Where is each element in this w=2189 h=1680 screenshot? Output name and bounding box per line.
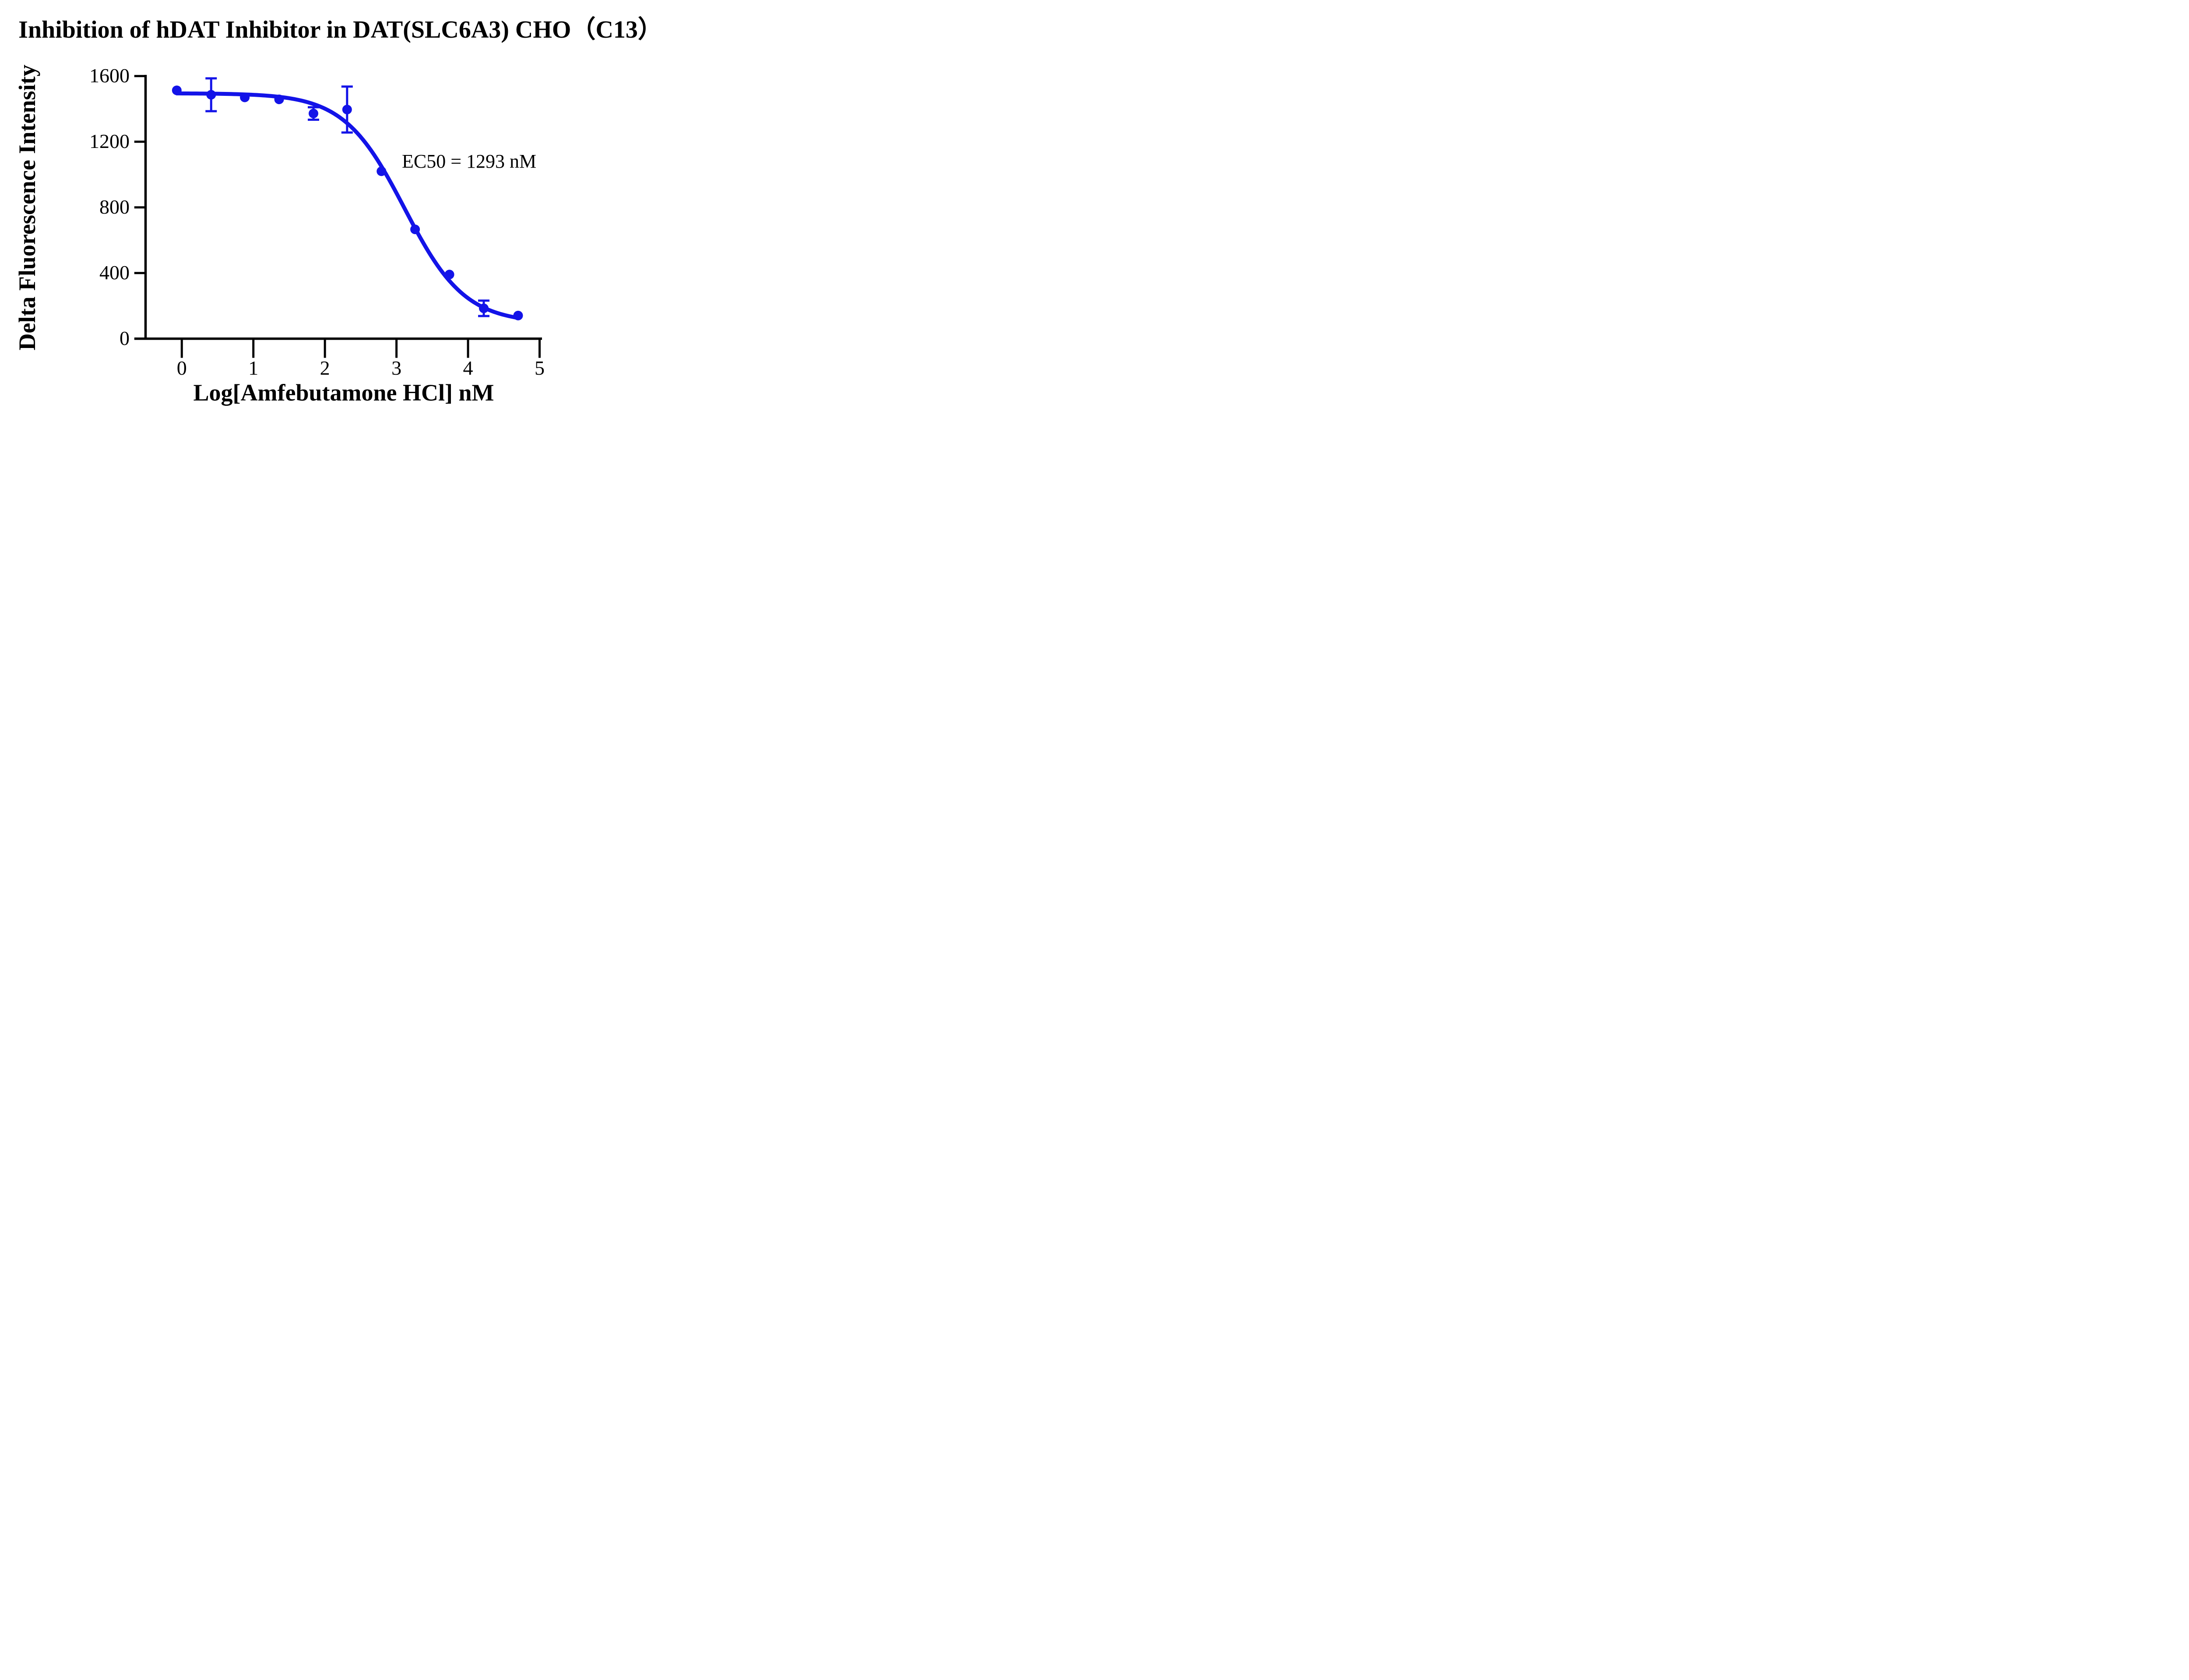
dose-response-chart: Inhibition of hDAT Inhibitor in DAT(SLC6… <box>0 0 681 420</box>
y-tick <box>134 75 146 77</box>
y-tick <box>134 337 146 340</box>
x-tick-label: 1 <box>248 357 259 379</box>
data-point <box>479 303 489 313</box>
plot-area <box>134 75 542 358</box>
y-tick <box>134 141 146 143</box>
y-tick <box>134 206 146 209</box>
x-tick <box>252 340 255 358</box>
x-tick <box>538 340 541 358</box>
y-tick-label: 400 <box>99 261 130 284</box>
data-point <box>308 109 318 119</box>
x-tick-label: 0 <box>176 357 187 379</box>
data-point <box>274 95 284 104</box>
x-tick-label: 2 <box>320 357 330 379</box>
x-tick-label: 3 <box>391 357 402 379</box>
x-axis-line <box>134 337 542 340</box>
data-point <box>172 85 182 95</box>
data-point <box>377 166 387 176</box>
y-tick-label: 1600 <box>89 64 130 87</box>
data-point <box>240 92 250 102</box>
x-tick <box>467 340 469 358</box>
data-point <box>342 105 352 115</box>
x-tick-label: 4 <box>463 357 473 379</box>
y-tick-label: 800 <box>99 195 130 218</box>
ec50-annotation: EC50 = 1293 nM <box>402 151 537 172</box>
data-point <box>206 90 216 100</box>
y-tick-label: 0 <box>120 327 130 349</box>
data-point <box>444 270 454 280</box>
x-tick-label: 5 <box>535 357 545 379</box>
y-tick-label: 1200 <box>89 130 130 152</box>
chart-title: Inhibition of hDAT Inhibitor in DAT(SLC6… <box>18 16 662 43</box>
y-tick <box>134 272 146 274</box>
x-axis-label: Log[Amfebutamone HCl] nM <box>193 380 494 406</box>
data-point <box>513 310 523 320</box>
data-point <box>410 225 420 234</box>
x-tick <box>324 340 326 358</box>
x-tick <box>180 340 183 358</box>
x-tick <box>395 340 398 358</box>
